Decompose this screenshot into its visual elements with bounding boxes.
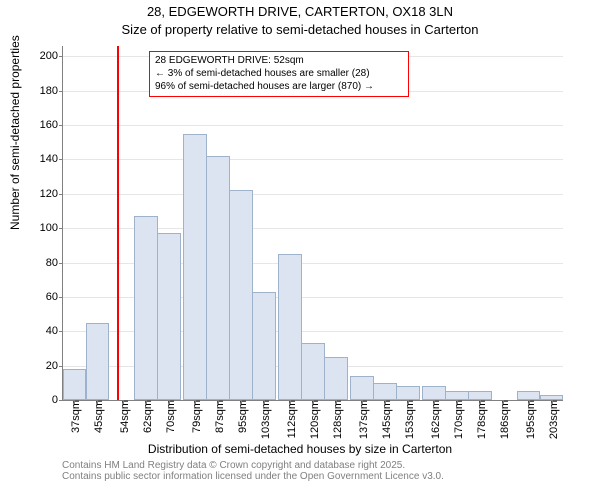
x-tick-label: 145sqm [377, 400, 393, 439]
x-tick-mark [264, 400, 265, 404]
x-tick-mark [123, 400, 124, 404]
x-tick-label: 79sqm [187, 400, 203, 433]
histogram-bar [229, 190, 253, 400]
x-tick-mark [552, 400, 553, 404]
x-tick-label: 195sqm [521, 400, 537, 439]
x-tick-mark [218, 400, 219, 404]
chart-title-line-1: 28, EDGEWORTH DRIVE, CARTERTON, OX18 3LN [0, 4, 600, 19]
x-tick-label: 112sqm [282, 400, 298, 438]
x-tick-label: 153sqm [400, 400, 416, 439]
annotation-line-2: ← 3% of semi-detached houses are smaller… [155, 67, 403, 80]
x-tick-mark [457, 400, 458, 404]
y-axis-label: Number of semi-detached properties [8, 35, 22, 230]
x-tick-mark [241, 400, 242, 404]
x-tick-mark [503, 400, 504, 404]
x-tick-mark [362, 400, 363, 404]
x-tick-label: 186sqm [495, 400, 511, 439]
histogram-bar [86, 323, 110, 400]
y-tick-mark [59, 56, 63, 57]
y-tick-mark [59, 125, 63, 126]
x-tick-mark [408, 400, 409, 404]
x-tick-mark [385, 400, 386, 404]
x-tick-mark [529, 400, 530, 404]
gridline [63, 194, 563, 195]
y-tick-mark [59, 297, 63, 298]
histogram-bar [396, 386, 420, 400]
x-tick-mark [195, 400, 196, 404]
x-tick-mark [336, 400, 337, 404]
histogram-bar [134, 216, 158, 400]
y-tick-mark [59, 228, 63, 229]
x-axis-label: Distribution of semi-detached houses by … [0, 442, 600, 456]
chart-container: { "title1": "28, EDGEWORTH DRIVE, CARTER… [0, 0, 600, 500]
histogram-bar [252, 292, 276, 400]
x-tick-mark [169, 400, 170, 404]
attribution-line-2: Contains public sector information licen… [62, 471, 444, 482]
x-tick-label: 54sqm [115, 400, 131, 433]
histogram-bar [206, 156, 230, 400]
x-tick-label: 137sqm [354, 400, 370, 439]
x-tick-label: 70sqm [161, 400, 177, 433]
histogram-bar [278, 254, 302, 400]
y-tick-mark [59, 263, 63, 264]
x-tick-mark [290, 400, 291, 404]
attribution-line-1: Contains HM Land Registry data © Crown c… [62, 460, 444, 471]
x-tick-mark [97, 400, 98, 404]
annotation-line-1: 28 EDGEWORTH DRIVE: 52sqm [155, 54, 403, 67]
x-tick-label: 87sqm [210, 400, 226, 433]
property-marker-line [117, 46, 119, 400]
x-tick-label: 37sqm [66, 400, 82, 433]
annotation-line-3: 96% of semi-detached houses are larger (… [155, 80, 403, 93]
chart-title-line-2: Size of property relative to semi-detach… [0, 22, 600, 37]
y-tick-mark [59, 159, 63, 160]
histogram-bar [373, 383, 397, 400]
annotation-box: 28 EDGEWORTH DRIVE: 52sqm← 3% of semi-de… [149, 51, 409, 97]
y-tick-mark [59, 331, 63, 332]
x-tick-label: 170sqm [449, 400, 465, 439]
attribution: Contains HM Land Registry data © Crown c… [62, 460, 444, 482]
x-tick-mark [146, 400, 147, 404]
x-tick-label: 62sqm [138, 400, 154, 433]
x-tick-label: 128sqm [328, 400, 344, 439]
x-tick-label: 45sqm [89, 400, 105, 433]
gridline [63, 159, 563, 160]
gridline [63, 125, 563, 126]
x-tick-label: 95sqm [233, 400, 249, 433]
histogram-bar [468, 391, 492, 400]
y-tick-mark [59, 366, 63, 367]
x-tick-label: 120sqm [305, 400, 321, 439]
plot-area: 02040608010012014016018020037sqm45sqm54s… [62, 46, 563, 401]
x-tick-label: 103sqm [256, 400, 272, 439]
y-tick-mark [59, 91, 63, 92]
y-tick-mark [59, 194, 63, 195]
x-tick-mark [480, 400, 481, 404]
histogram-bar [63, 369, 87, 400]
x-tick-mark [74, 400, 75, 404]
histogram-bar [324, 357, 348, 400]
histogram-bar [183, 134, 207, 400]
x-tick-mark [313, 400, 314, 404]
histogram-bar [445, 391, 469, 400]
histogram-bar [157, 233, 181, 400]
histogram-bar [301, 343, 325, 400]
histogram-bar [422, 386, 446, 400]
x-tick-label: 162sqm [426, 400, 442, 439]
y-tick-mark [59, 400, 63, 401]
x-tick-label: 203sqm [544, 400, 560, 439]
x-tick-mark [434, 400, 435, 404]
x-tick-label: 178sqm [472, 400, 488, 439]
histogram-bar [350, 376, 374, 400]
histogram-bar [517, 391, 541, 400]
